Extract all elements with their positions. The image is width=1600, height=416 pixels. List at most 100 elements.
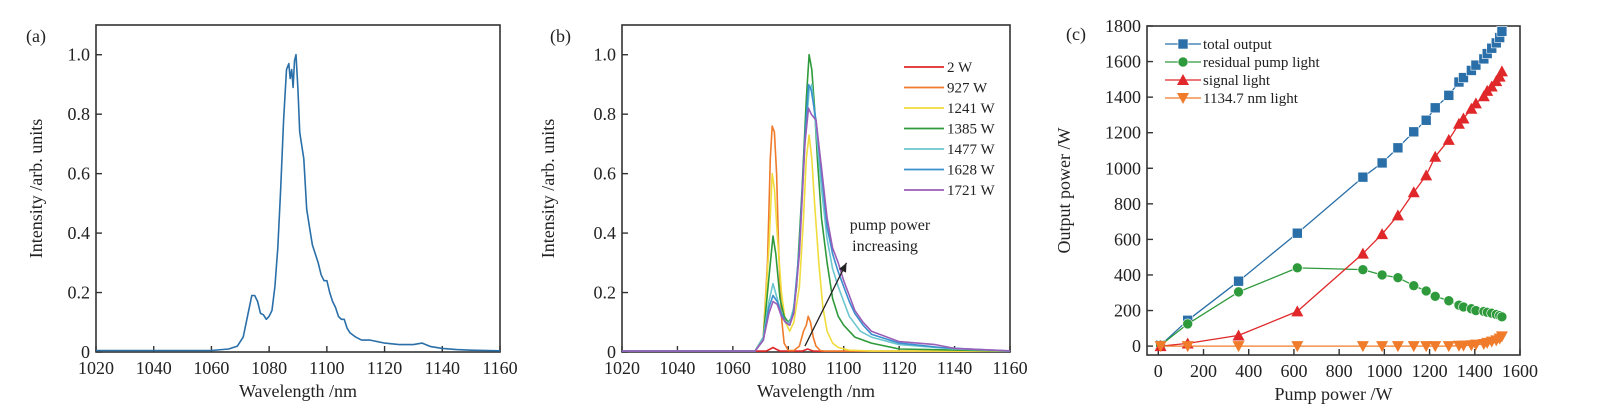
legend-label: 927 W [947,81,988,97]
data-point-square [1408,126,1420,138]
data-point-triangle-up [1442,133,1455,145]
y-tick-label: 0.2 [594,283,617,303]
data-point-triangle-up [1469,97,1482,109]
data-point-triangle-up [1376,228,1389,240]
x-tick-label: 0 [1154,361,1163,381]
series-group [622,53,1010,352]
y-tick-label: 1.0 [68,45,91,65]
y-tick-label: 0.2 [68,283,91,303]
data-point-circle [1233,286,1244,298]
x-tick-label: 1080 [251,358,287,378]
legend-marker-square [1177,38,1189,50]
data-point-triangle-down [1291,341,1304,353]
data-point-triangle-down [1376,341,1389,353]
data-point-circle [1420,285,1432,297]
legend-marker-triangle-up [1177,74,1189,85]
x-axis-title: Wavelength /nm [757,381,875,401]
data-point-square [1429,102,1441,114]
data-point-circle [1292,262,1303,274]
data-point-square [1458,72,1469,83]
data-point-triangle-up [1356,247,1369,259]
x-tick-label: 1100 [826,358,861,378]
series-line-1628-w [622,83,1010,352]
legend-label: 1477 W [947,142,995,158]
x-tick-label: 1040 [136,358,172,378]
legend-label: 1385 W [947,122,995,138]
data-point-square [1392,142,1404,154]
legend-marker-circle [1177,56,1189,68]
series-line-1385-w [622,53,1010,352]
data-point-triangle-up [1391,209,1404,221]
data-point-triangle-up [1495,65,1508,77]
data-point-triangle-down [1442,341,1455,353]
x-axis-title: Pump power /W [1275,384,1393,404]
y-tick-label: 1800 [1105,16,1141,36]
data-point-triangle-down [1457,340,1470,352]
y-tick-label: 0.6 [68,164,91,184]
x-tick-label: 1160 [482,358,517,378]
data-point-triangle-up [1291,305,1304,317]
data-point-circle [1496,311,1508,323]
y-tick-label: 800 [1114,194,1141,214]
x-tick-label: 1060 [193,358,229,378]
series-group [1154,26,1508,353]
data-point-triangle-down [1356,341,1369,353]
data-point-square [1420,114,1432,126]
x-tick-label: 1140 [425,358,460,378]
y-tick-label: 0.8 [594,104,617,124]
x-tick-label: 1600 [1502,361,1538,381]
data-point-triangle-down [1407,341,1420,353]
panel-label: (c) [1066,24,1086,45]
series-group [96,53,500,352]
annotation-text: increasing [852,238,918,255]
x-tick-label: 1020 [78,358,114,378]
y-axis: 0 0.2 0.4 0.6 0.8 1.0 [594,45,628,362]
panel-label: (b) [550,26,571,47]
x-tick-label: 1120 [367,358,402,378]
x-tick-label: 800 [1326,361,1353,381]
y-axis-title: Output power /W [1054,128,1074,254]
panel-label: (a) [26,26,46,47]
data-point-triangle-down [1495,331,1508,343]
data-point-triangle-down [1469,339,1482,351]
legend-label: 1628 W [947,163,995,179]
y-tick-label: 0.4 [68,223,91,243]
legend-label: 1134.7 nm light [1203,91,1299,107]
panel-c: 0 200 400 600 800 1000 1200 1400 1600 0 200 400 600 8… [1054,16,1538,404]
y-tick-label: 200 [1114,301,1141,321]
x-axis: 1020 1040 1060 1080 1100 1120 1140 1160 [604,346,1028,378]
data-point-square [1357,171,1369,183]
data-point-circle [1357,264,1369,275]
y-tick-label: 0 [81,342,90,362]
y-tick-label: 0 [607,342,616,362]
panel-a: 1020 1040 1060 1080 1100 1120 1140 116000.20.40… [26,24,518,401]
x-tick-label: 1400 [1457,361,1493,381]
x-tick-label: 1060 [715,358,751,378]
legend-label: signal light [1203,73,1271,89]
x-tick-label: 1040 [659,358,695,378]
x-tick-label: 1080 [770,358,806,378]
data-point-square [1292,227,1303,239]
x-tick-label: 1140 [937,358,972,378]
panel-b: 1020 1040 1060 1080 1100 1120 1140 116000.20.40… [538,24,1028,401]
data-point-circle [1376,269,1388,281]
series-line-927-w [622,125,1010,352]
y-tick-label: 1.0 [594,45,617,65]
x-tick-label: 200 [1190,361,1217,381]
y-axis-title: Intensity /arb. units [26,119,46,258]
data-point-circle [1429,291,1441,302]
annotation-text: pump power [850,217,931,234]
legend-marker-triangle-down [1177,93,1189,104]
arrow-head-icon [838,262,847,273]
y-tick-label: 0.4 [594,223,617,243]
x-axis: 0 200 400 600 800 1000 1200 1400 1600 [1154,349,1538,381]
y-axis: 0 0.2 0.4 0.6 0.8 1.0 [68,45,102,362]
legend-label: residual pump light [1203,55,1320,71]
data-point-triangle-up [1457,112,1470,124]
data-point-triangle-down [1420,341,1433,353]
legend-label: total output [1203,37,1273,53]
x-axis-title: Wavelength /nm [239,381,357,401]
x-tick-label: 1020 [604,358,640,378]
x-tick-label: 400 [1235,361,1262,381]
